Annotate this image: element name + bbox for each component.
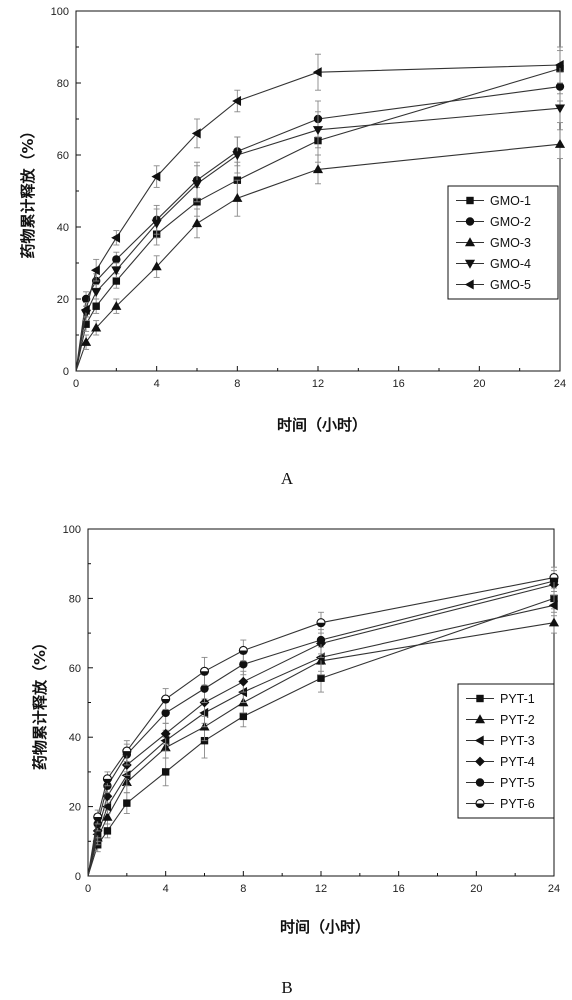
data-point <box>317 636 324 643</box>
data-point <box>240 713 246 719</box>
legend: PYT-1 PYT-2 PYT-3 PYT-4 PYT-5 PYT-6 <box>458 684 554 818</box>
x-tick-label: 12 <box>312 378 324 390</box>
data-point <box>239 677 247 685</box>
panel-label: B <box>281 978 292 997</box>
y-tick-label: 60 <box>69 663 81 675</box>
data-point <box>104 828 110 834</box>
data-point <box>152 172 159 180</box>
legend-entry: PYT-3 <box>500 734 535 748</box>
data-point <box>240 661 247 668</box>
data-point <box>201 667 209 675</box>
data-point <box>233 152 241 159</box>
y-tick-label: 0 <box>75 871 81 883</box>
x-axis-title: 时间（小时） <box>280 918 370 936</box>
legend-entry: GMO-5 <box>490 278 531 292</box>
chart-panel-a: 0 4 8 12 16 20 24 0 20 40 60 80 100 时间（小时） 药物累计释放（%） GM… <box>19 6 566 488</box>
chart-panel-b: 0 4 8 12 16 20 24 0 20 40 60 80 100 时间（小时） 药物累计释放（%） PY… <box>31 524 560 997</box>
x-tick-label: 4 <box>163 883 169 895</box>
legend-entry: PYT-5 <box>500 776 535 790</box>
data-point <box>124 800 130 806</box>
y-tick-label: 80 <box>69 593 81 605</box>
x-tick-label: 12 <box>315 883 327 895</box>
data-point <box>556 83 563 90</box>
x-tick-label: 8 <box>240 883 246 895</box>
legend-entry: PYT-4 <box>500 755 535 769</box>
legend-marker <box>477 695 483 701</box>
data-point <box>93 303 99 309</box>
x-tick-label: 20 <box>470 883 482 895</box>
legend-entry: PYT-1 <box>500 692 535 706</box>
y-tick-label: 40 <box>57 222 69 234</box>
y-axis-title: 药物累计释放（%） <box>19 123 37 258</box>
y-tick-label: 0 <box>63 366 69 378</box>
data-point <box>112 234 119 242</box>
data-point <box>201 685 208 692</box>
x-tick-label: 24 <box>554 378 566 390</box>
legend-entry: PYT-2 <box>500 713 535 727</box>
y-axis-title: 药物累计释放（%） <box>31 635 49 770</box>
y-tick-label: 80 <box>57 78 69 90</box>
data-point <box>550 618 558 625</box>
data-point <box>200 709 207 717</box>
y-tick-label: 60 <box>57 150 69 162</box>
x-tick-label: 16 <box>393 883 405 895</box>
y-tick-label: 40 <box>69 732 81 744</box>
data-point <box>94 813 102 821</box>
x-tick-label: 16 <box>393 378 405 390</box>
legend-marker <box>467 197 473 203</box>
legend-marker <box>476 800 484 808</box>
data-point <box>314 68 321 76</box>
data-point <box>550 574 558 582</box>
x-tick-label: 8 <box>234 378 240 390</box>
panel-label: A <box>281 469 294 488</box>
data-point <box>193 219 201 226</box>
x-tick-label: 0 <box>73 378 79 390</box>
data-point <box>123 747 131 755</box>
legend-entry: GMO-1 <box>490 194 531 208</box>
data-point <box>92 289 100 296</box>
data-point <box>162 769 168 775</box>
data-point <box>318 675 324 681</box>
data-point <box>103 775 111 783</box>
data-point <box>239 646 247 654</box>
legend-entry: PYT-6 <box>500 797 535 811</box>
legend-entry: GMO-2 <box>490 215 531 229</box>
x-tick-label: 4 <box>154 378 160 390</box>
data-point <box>113 256 120 263</box>
legend-entry: GMO-4 <box>490 257 531 271</box>
x-tick-label: 24 <box>548 883 560 895</box>
y-tick-label: 100 <box>63 524 81 536</box>
x-tick-label: 20 <box>473 378 485 390</box>
y-tick-label: 100 <box>51 6 69 18</box>
legend-marker <box>476 779 483 786</box>
legend: GMO-1 GMO-2 GMO-3 GMO-4 GMO-5 <box>448 186 558 299</box>
data-point <box>317 619 325 627</box>
data-point <box>162 695 170 703</box>
legend-marker <box>466 218 473 225</box>
x-axis-title: 时间（小时） <box>277 416 367 434</box>
y-tick-label: 20 <box>57 294 69 306</box>
y-tick-label: 20 <box>69 802 81 814</box>
legend-entry: GMO-3 <box>490 236 531 250</box>
data-point <box>162 709 169 716</box>
x-tick-label: 0 <box>85 883 91 895</box>
data-point <box>556 140 564 147</box>
data-point <box>113 278 119 284</box>
